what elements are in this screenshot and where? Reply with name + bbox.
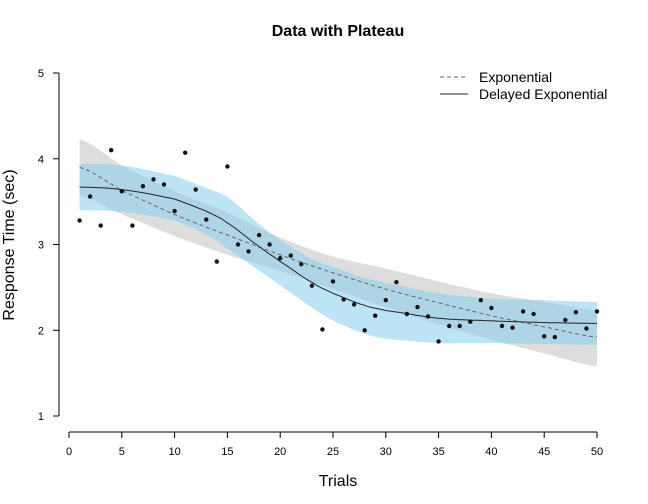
data-point xyxy=(193,187,198,192)
data-point xyxy=(373,313,378,318)
x-tick-label: 20 xyxy=(274,446,286,458)
x-tick-label: 5 xyxy=(119,446,125,458)
line-delayed-exponential xyxy=(79,186,597,324)
x-tick-label: 25 xyxy=(327,446,339,458)
data-point xyxy=(267,242,272,247)
x-tick-label: 35 xyxy=(432,446,444,458)
data-point xyxy=(573,310,579,315)
confidence-bands xyxy=(79,139,598,367)
data-point xyxy=(87,194,93,199)
fit-lines xyxy=(79,166,598,338)
data-point xyxy=(542,334,547,339)
legend-label: Exponential xyxy=(479,69,552,85)
data-point xyxy=(584,326,589,331)
data-point xyxy=(161,182,167,187)
band-delayed-exponential xyxy=(79,163,598,345)
data-point xyxy=(341,297,346,302)
data-point xyxy=(151,177,156,182)
data-point xyxy=(394,280,399,285)
data-point xyxy=(204,217,209,222)
data-point xyxy=(447,323,452,329)
x-tick-label: 45 xyxy=(538,446,550,458)
data-point xyxy=(278,256,283,261)
x-tick-label: 15 xyxy=(221,446,233,458)
data-point xyxy=(478,298,483,303)
data-point xyxy=(510,325,515,330)
data-point xyxy=(404,311,410,317)
data-point xyxy=(183,150,188,155)
data-point xyxy=(425,314,431,319)
x-tick-label: 30 xyxy=(380,446,392,458)
legend-label: Delayed Exponential xyxy=(479,86,607,102)
data-point xyxy=(246,249,251,254)
y-tick-label: 1 xyxy=(38,411,44,423)
data-point xyxy=(172,208,177,214)
data-point xyxy=(320,327,325,332)
y-tick-label: 5 xyxy=(38,68,44,80)
data-point xyxy=(77,218,82,223)
data-point xyxy=(98,223,103,228)
data-point xyxy=(109,148,114,153)
y-tick-label: 2 xyxy=(38,325,44,337)
data-point xyxy=(225,164,230,169)
x-axis-label: Trials xyxy=(319,473,358,490)
data-point xyxy=(436,339,441,344)
data-point xyxy=(299,262,304,267)
data-point xyxy=(457,323,462,329)
y-tick-label: 3 xyxy=(38,240,44,252)
x-tick-label: 0 xyxy=(66,446,72,458)
data-point xyxy=(130,223,135,228)
data-point xyxy=(351,302,357,307)
data-point xyxy=(235,242,241,247)
data-point xyxy=(119,189,125,194)
data-point xyxy=(256,232,262,238)
data-point xyxy=(499,323,505,329)
y-axis-label: Response Time (sec) xyxy=(1,169,18,320)
data-point xyxy=(288,253,293,258)
chart-title: Data with Plateau xyxy=(272,23,404,40)
line-exponential xyxy=(79,166,598,338)
data-point xyxy=(309,283,315,288)
data-point xyxy=(468,319,473,324)
data-points xyxy=(77,148,600,344)
data-point xyxy=(330,279,336,284)
data-point xyxy=(552,334,557,340)
data-point xyxy=(563,317,568,323)
data-point xyxy=(594,309,600,314)
y-tick-label: 4 xyxy=(38,154,44,166)
x-tick-label: 50 xyxy=(591,446,603,458)
data-point xyxy=(214,259,219,264)
data-point xyxy=(140,184,146,189)
data-point xyxy=(520,309,526,314)
data-point xyxy=(415,304,420,310)
data-point xyxy=(383,298,388,303)
data-point xyxy=(362,328,367,333)
x-tick-label: 10 xyxy=(168,446,180,458)
data-point xyxy=(489,305,494,311)
data-point xyxy=(531,311,536,317)
x-tick-label: 40 xyxy=(485,446,497,458)
